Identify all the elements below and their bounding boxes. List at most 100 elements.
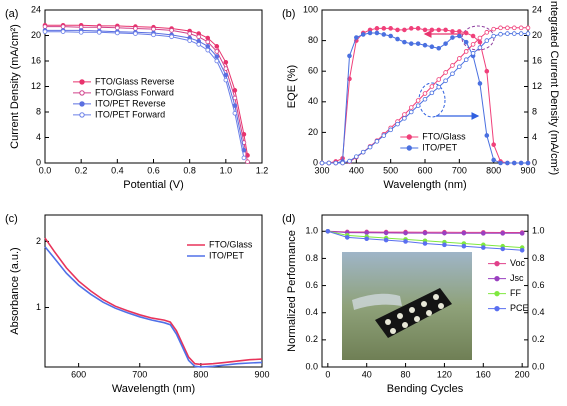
marker <box>498 160 503 166</box>
marker <box>347 158 352 164</box>
inset-photo <box>342 252 472 360</box>
marker <box>511 31 517 36</box>
legend-marker <box>79 112 85 118</box>
legend-label: FTO/Glass Forward <box>95 87 174 97</box>
marker <box>133 31 138 36</box>
marker <box>205 47 211 53</box>
y2-tick-label: 0.0 <box>532 361 545 371</box>
marker <box>395 36 400 42</box>
y-tick-label: 24 <box>31 4 41 14</box>
marker <box>326 160 332 166</box>
marker <box>422 241 428 246</box>
marker <box>383 230 389 236</box>
x-tick-label: 600 <box>417 165 432 175</box>
marker <box>519 231 525 236</box>
y-tick-label: 0.6 <box>305 280 318 290</box>
marker <box>505 25 510 31</box>
marker <box>60 24 66 29</box>
marker <box>500 231 506 236</box>
x-tick-label: 0 <box>325 369 330 379</box>
marker <box>408 105 414 110</box>
marker <box>450 63 455 68</box>
panel-label: (a) <box>5 8 18 20</box>
marker <box>477 81 483 86</box>
marker <box>344 235 350 240</box>
marker <box>422 27 428 33</box>
marker <box>450 29 455 34</box>
marker <box>96 24 102 30</box>
marker <box>511 25 517 31</box>
legend-label: FTO/Glass Reverse <box>95 76 174 86</box>
marker <box>422 96 428 102</box>
marker <box>525 31 531 36</box>
marker <box>518 160 524 166</box>
y2-tick-label: 16 <box>532 55 542 65</box>
marker <box>457 29 462 34</box>
marker <box>388 127 393 133</box>
marker <box>241 155 247 161</box>
marker <box>415 98 421 103</box>
marker <box>381 32 387 37</box>
marker <box>461 230 467 236</box>
y-tick-label: 1.0 <box>305 226 318 236</box>
marker <box>505 31 510 36</box>
marker <box>450 71 455 77</box>
marker <box>470 42 476 47</box>
legend-marker <box>494 260 500 267</box>
marker <box>450 35 455 40</box>
marker <box>436 77 442 82</box>
marker <box>151 32 156 38</box>
x-tick-label: 200 <box>515 369 530 379</box>
x-tick-label: 300 <box>314 165 329 175</box>
marker <box>340 160 345 166</box>
legend-label: Voc <box>510 258 526 268</box>
marker <box>232 110 238 116</box>
marker <box>403 239 408 244</box>
marker <box>463 57 469 63</box>
x-tick-label: 160 <box>476 369 491 379</box>
x-tick-label: 0.4 <box>111 165 124 175</box>
x-tick-label: 900 <box>254 369 269 379</box>
y-tick-label: 16 <box>31 55 41 65</box>
marker <box>408 41 414 46</box>
legend-marker <box>494 305 500 312</box>
photo-cells <box>385 294 444 334</box>
y2-tick-label: 0 <box>532 157 537 167</box>
marker <box>443 70 448 75</box>
x-tick-label: 700 <box>452 165 467 175</box>
legend-label: FTO/Glass <box>422 131 466 141</box>
marker <box>214 44 220 49</box>
marker <box>374 30 380 36</box>
x-tick-label: 0.0 <box>39 165 52 175</box>
marker <box>422 230 428 236</box>
marker <box>205 35 211 41</box>
legend-label: FTO/Glass <box>209 239 253 249</box>
marker <box>481 245 486 250</box>
plot-frame <box>321 214 529 368</box>
panel-label: (d) <box>282 213 295 225</box>
marker <box>415 103 421 108</box>
marker <box>133 26 138 31</box>
y-tick-label: 80 <box>308 35 318 45</box>
x-tick-label: 120 <box>437 369 452 379</box>
marker <box>491 157 496 163</box>
marker <box>518 25 524 31</box>
series-line <box>45 24 248 156</box>
y2-tick-label: 0.8 <box>532 253 545 263</box>
y-tick-label: 0 <box>313 157 318 167</box>
marker <box>402 112 407 117</box>
legend-label: Jsc <box>510 273 524 283</box>
marker <box>525 160 531 166</box>
x-tick-label: 500 <box>383 165 398 175</box>
legend-marker <box>406 134 412 140</box>
legend-marker <box>406 145 412 151</box>
marker <box>169 28 174 33</box>
marker <box>457 56 462 61</box>
panel-label: (c) <box>5 213 18 225</box>
marker <box>388 33 393 39</box>
y2-tick-label: 0.4 <box>532 307 545 317</box>
marker <box>429 90 435 96</box>
y2-axis-label: Integrated Current Density (mA/cm²) <box>548 0 560 175</box>
legend-marker <box>494 290 500 297</box>
